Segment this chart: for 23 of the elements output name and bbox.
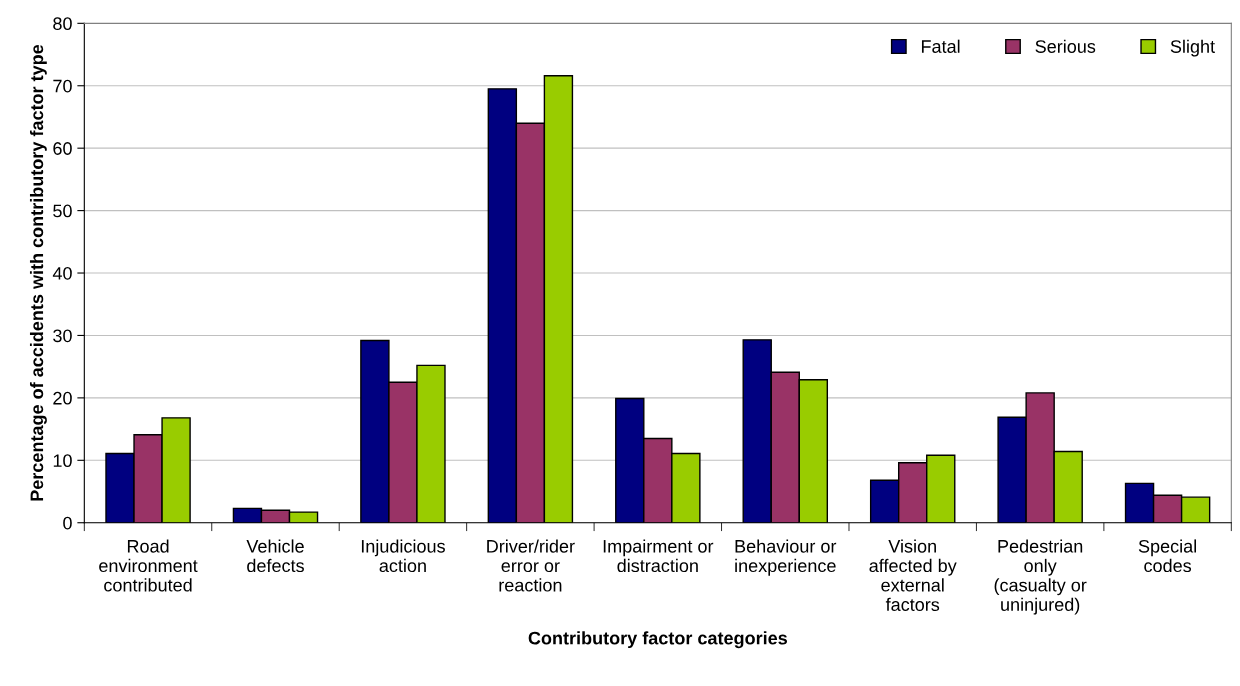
y-tick-label: 70 [53,79,72,93]
x-tick-label: Injudicious action [361,539,445,573]
y-tick-label: 20 [53,391,72,405]
y-tick-label: 0 [63,516,72,530]
y-tick-label: 80 [53,17,72,31]
legend-label: Fatal [921,39,960,53]
x-tick-label: Driver/rider error or reaction [487,539,575,592]
y-axis-title: Percentage of accidents with contributory factor type [29,44,47,501]
x-tick-label: Vehicle defects [246,539,304,573]
x-tick-label: Vision affected by external factors [869,539,957,612]
legend-label: Serious [1035,39,1096,53]
x-tick-label: Road environment contributed [99,539,198,592]
x-tick-label: Impairment or distraction [603,539,714,573]
y-tick-label: 10 [53,454,72,468]
legend-label: Slight [1170,39,1215,57]
x-tick-label: Special codes [1138,539,1196,573]
x-tick-label: Pedestrian only (casualty or uninjured) [994,539,1087,615]
y-tick-label: 50 [53,204,72,218]
x-axis-title: Contributory factor categories [528,631,788,649]
y-tick-label: 40 [52,266,72,280]
y-tick-label: 60 [53,142,72,155]
x-tick-label: Behaviour or inexperience [735,539,837,576]
y-tick-label: 30 [53,329,72,343]
